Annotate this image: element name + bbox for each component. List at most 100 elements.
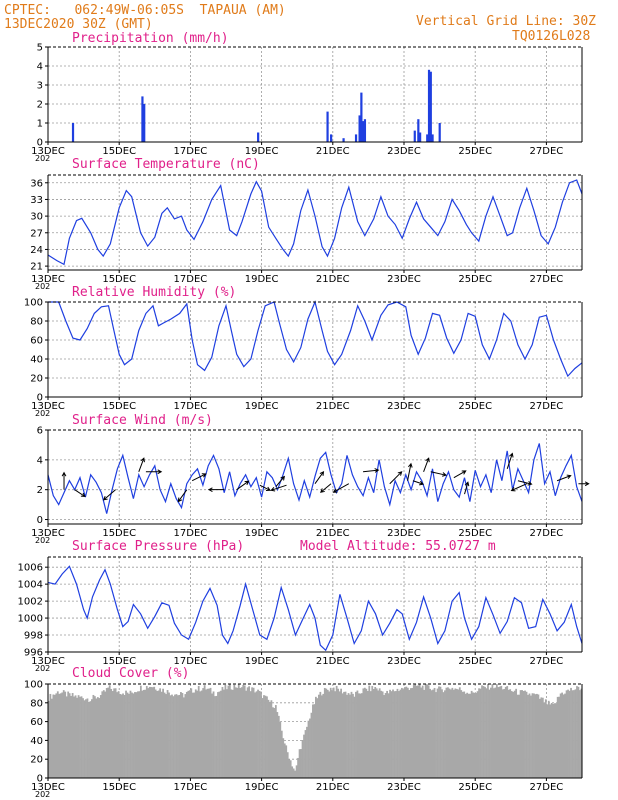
wind-arrow: [464, 481, 470, 495]
precip-bar: [427, 69, 431, 142]
cloud-bar: [325, 688, 328, 778]
cloud-bar: [221, 686, 224, 778]
cloud-bar: [264, 695, 267, 778]
cloud-bar: [521, 690, 523, 778]
cloud-bar: [328, 691, 331, 778]
precip-bar: [363, 119, 367, 142]
cloud-bar: [197, 685, 200, 778]
cloud-bar: [150, 687, 153, 778]
precip-bar: [342, 138, 345, 142]
cloud-bar: [433, 687, 436, 778]
x-tick-label: 23DEC: [387, 401, 421, 412]
cloud-bar: [411, 687, 414, 778]
y-tick-label: 20: [30, 755, 43, 766]
y-tick-label: 4: [37, 62, 43, 73]
cloud-bar: [286, 752, 289, 778]
y-tick-label: 1002: [18, 597, 43, 608]
cloud-bar: [49, 693, 52, 778]
precip-bar: [431, 134, 434, 142]
cloud-bar: [389, 689, 391, 778]
cloud-bar: [52, 694, 55, 778]
cloud-bar: [80, 696, 83, 778]
wind-arrow: [578, 481, 590, 487]
cloud-bar: [531, 693, 534, 778]
cloud-bar: [500, 685, 503, 778]
x-tick-label: 13DEC: [31, 274, 65, 285]
cloud-bar: [245, 690, 248, 778]
cloud-bar: [59, 693, 62, 778]
cloud-bar: [85, 699, 87, 778]
x-tick-label: 17DEC: [174, 401, 208, 412]
cloud-bar: [335, 685, 338, 778]
x-tick-label: 23DEC: [387, 274, 421, 285]
cloud-bar: [467, 693, 470, 778]
y-tick-label: 33: [30, 195, 43, 206]
cloud-bar: [212, 691, 215, 778]
cloud-bar: [384, 693, 387, 778]
cloud-bar: [240, 687, 243, 778]
x-tick-label: 13DEC: [31, 146, 65, 157]
x-tick-label: 13DEC: [31, 401, 65, 412]
cloud-bar: [329, 687, 332, 778]
cloud-bar: [104, 691, 107, 778]
y-tick-label: 80: [30, 698, 43, 709]
y-tick-label: 60: [30, 717, 43, 728]
cloud-bar: [137, 691, 139, 778]
cloud-bar: [205, 689, 208, 778]
cloud-bar: [116, 692, 119, 778]
cloud-bar: [111, 691, 114, 778]
run-time: 13DEC2020 30Z (GMT): [4, 17, 153, 32]
cloud-bar: [568, 690, 571, 778]
cloud-bar: [255, 691, 258, 778]
x-tick-label: 19DEC: [245, 528, 279, 539]
cloud-bar: [270, 700, 273, 778]
cloud-bar: [387, 693, 390, 778]
cloud-bar: [191, 692, 194, 778]
cloud-bar: [421, 685, 424, 778]
wind-arrow: [510, 483, 528, 492]
cloud-bar: [488, 689, 491, 778]
x-tick-label: 25DEC: [458, 528, 492, 539]
cloud-bar: [234, 687, 237, 778]
cloud-bar: [484, 686, 486, 778]
x-tick-label: 25DEC: [458, 782, 492, 793]
cloud-bar: [315, 696, 317, 778]
cloud-bar: [564, 693, 566, 778]
cloud-bar: [534, 694, 537, 778]
cloud-bar: [131, 692, 133, 778]
x-tick-label: 23DEC: [387, 656, 421, 667]
cloud-bar: [432, 689, 434, 778]
year-label: 202: [35, 409, 50, 418]
cloud-bar: [141, 690, 144, 778]
cloud-bar: [217, 692, 219, 778]
cloud-bar: [507, 689, 510, 778]
cloud-bar: [95, 698, 98, 778]
wind-arrow: [74, 489, 86, 498]
cloud-bar: [261, 698, 264, 778]
cloud-bar: [457, 689, 460, 778]
y-tick-label: 21: [30, 262, 43, 273]
cloud-bar: [399, 689, 402, 778]
cloud-bar: [251, 687, 253, 778]
cloud-bar: [383, 695, 386, 778]
cloud-bar: [266, 696, 268, 778]
cloud-bar: [279, 721, 282, 778]
cloud-bar: [291, 766, 294, 778]
cloud-bar: [185, 691, 188, 778]
cloud-bar: [82, 698, 84, 778]
cloud-bar: [350, 691, 353, 778]
cloud-bar: [73, 696, 75, 778]
cloud-bar: [550, 703, 553, 778]
cloud-bar: [549, 704, 552, 778]
cloud-bar: [381, 691, 384, 778]
cloud-bar: [226, 689, 228, 778]
cloud-cover-title: Cloud Cover (%): [72, 666, 189, 681]
cloud-bar: [332, 687, 335, 778]
precip-bar: [413, 130, 416, 142]
cloud-bar: [166, 690, 169, 778]
cloud-bar: [105, 688, 108, 778]
cloud-bar: [58, 693, 61, 778]
cloud-bar: [547, 700, 550, 778]
cloud-bar: [214, 696, 216, 778]
precip-bar: [141, 96, 144, 142]
